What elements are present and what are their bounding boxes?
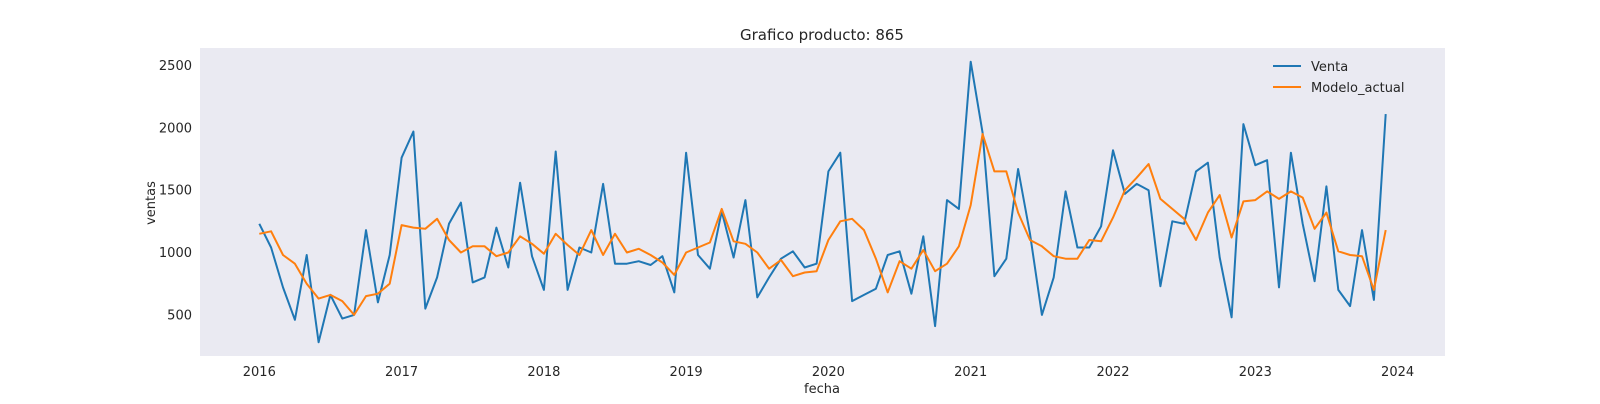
x-tick-label: 2018 — [527, 365, 560, 380]
x-tick-label: 2023 — [1239, 365, 1272, 380]
y-tick-label: 500 — [167, 308, 192, 323]
x-tick-label: 2021 — [954, 365, 987, 380]
chart-title: Grafico producto: 865 — [740, 26, 904, 44]
series-line-modelo-actual — [259, 133, 1387, 316]
y-axis-ticks: 500 1000 1500 2000 2500 — [159, 59, 192, 323]
y-tick-label: 1500 — [159, 184, 192, 199]
legend: Venta Modelo_actual — [1273, 60, 1405, 96]
y-tick-label: 2500 — [159, 59, 192, 74]
series-line-venta — [258, 60, 1387, 344]
x-tick-label: 2022 — [1096, 365, 1129, 380]
y-axis-label: ventas — [144, 181, 159, 225]
y-tick-label: 1000 — [159, 246, 192, 261]
x-tick-label: 2024 — [1381, 365, 1414, 380]
x-axis-ticks: 2016 2017 2018 2019 2020 2021 2022 2023 2024 — [243, 365, 1414, 380]
x-tick-label: 2016 — [243, 365, 276, 380]
plot-area — [200, 48, 1445, 356]
x-axis-label: fecha — [804, 382, 840, 397]
legend-label: Venta — [1311, 60, 1348, 75]
x-tick-label: 2019 — [670, 365, 703, 380]
legend-label: Modelo_actual — [1311, 81, 1405, 96]
series-lines — [258, 60, 1387, 344]
x-tick-label: 2020 — [812, 365, 845, 380]
x-tick-label: 2017 — [385, 365, 418, 380]
y-tick-label: 2000 — [159, 121, 192, 136]
